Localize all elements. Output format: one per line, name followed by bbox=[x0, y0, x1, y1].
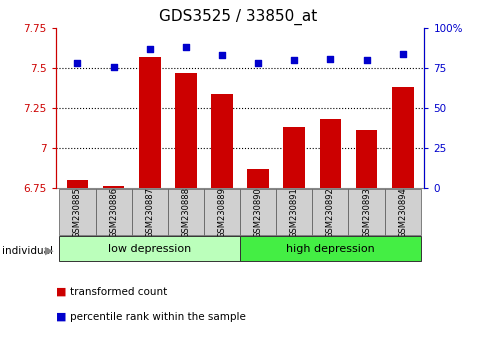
Point bbox=[398, 51, 406, 57]
Point bbox=[218, 52, 226, 58]
Bar bbox=[391, 87, 413, 188]
Text: low depression: low depression bbox=[108, 244, 191, 254]
Bar bbox=[175, 73, 197, 188]
Text: transformed count: transformed count bbox=[70, 287, 167, 297]
Point bbox=[146, 46, 153, 52]
Bar bbox=[138, 57, 160, 188]
Text: GSM230887: GSM230887 bbox=[145, 187, 154, 238]
Bar bbox=[66, 180, 88, 188]
FancyBboxPatch shape bbox=[59, 189, 95, 235]
Text: individual: individual bbox=[2, 246, 53, 256]
FancyBboxPatch shape bbox=[240, 236, 420, 261]
Point bbox=[182, 45, 189, 50]
Bar bbox=[103, 186, 124, 188]
Text: GSM230893: GSM230893 bbox=[362, 187, 370, 238]
Text: ■: ■ bbox=[56, 312, 66, 322]
Text: GSM230889: GSM230889 bbox=[217, 187, 226, 238]
FancyBboxPatch shape bbox=[312, 189, 348, 235]
Point bbox=[74, 61, 81, 66]
FancyBboxPatch shape bbox=[384, 189, 420, 235]
Bar bbox=[247, 169, 269, 188]
Text: GSM230890: GSM230890 bbox=[253, 187, 262, 238]
Text: GSM230892: GSM230892 bbox=[325, 187, 334, 238]
FancyBboxPatch shape bbox=[276, 189, 312, 235]
Text: ■: ■ bbox=[56, 287, 66, 297]
FancyBboxPatch shape bbox=[167, 189, 203, 235]
Text: GSM230886: GSM230886 bbox=[109, 187, 118, 238]
FancyBboxPatch shape bbox=[348, 189, 384, 235]
Bar bbox=[319, 119, 341, 188]
Bar bbox=[355, 130, 377, 188]
Point bbox=[290, 57, 298, 63]
Point bbox=[254, 61, 261, 66]
FancyBboxPatch shape bbox=[95, 189, 131, 235]
Point bbox=[326, 56, 333, 61]
Bar bbox=[211, 94, 232, 188]
Text: percentile rank within the sample: percentile rank within the sample bbox=[70, 312, 246, 322]
FancyBboxPatch shape bbox=[59, 236, 240, 261]
Text: GSM230894: GSM230894 bbox=[397, 187, 407, 238]
Text: GDS3525 / 33850_at: GDS3525 / 33850_at bbox=[158, 9, 316, 25]
Text: ▶: ▶ bbox=[45, 246, 53, 256]
FancyBboxPatch shape bbox=[240, 189, 276, 235]
FancyBboxPatch shape bbox=[131, 189, 167, 235]
Text: GSM230891: GSM230891 bbox=[289, 187, 298, 238]
FancyBboxPatch shape bbox=[203, 189, 240, 235]
Text: GSM230888: GSM230888 bbox=[181, 187, 190, 238]
Point bbox=[109, 64, 117, 69]
Bar bbox=[283, 127, 304, 188]
Text: GSM230885: GSM230885 bbox=[73, 187, 82, 238]
Point bbox=[362, 57, 370, 63]
Text: high depression: high depression bbox=[286, 244, 374, 254]
